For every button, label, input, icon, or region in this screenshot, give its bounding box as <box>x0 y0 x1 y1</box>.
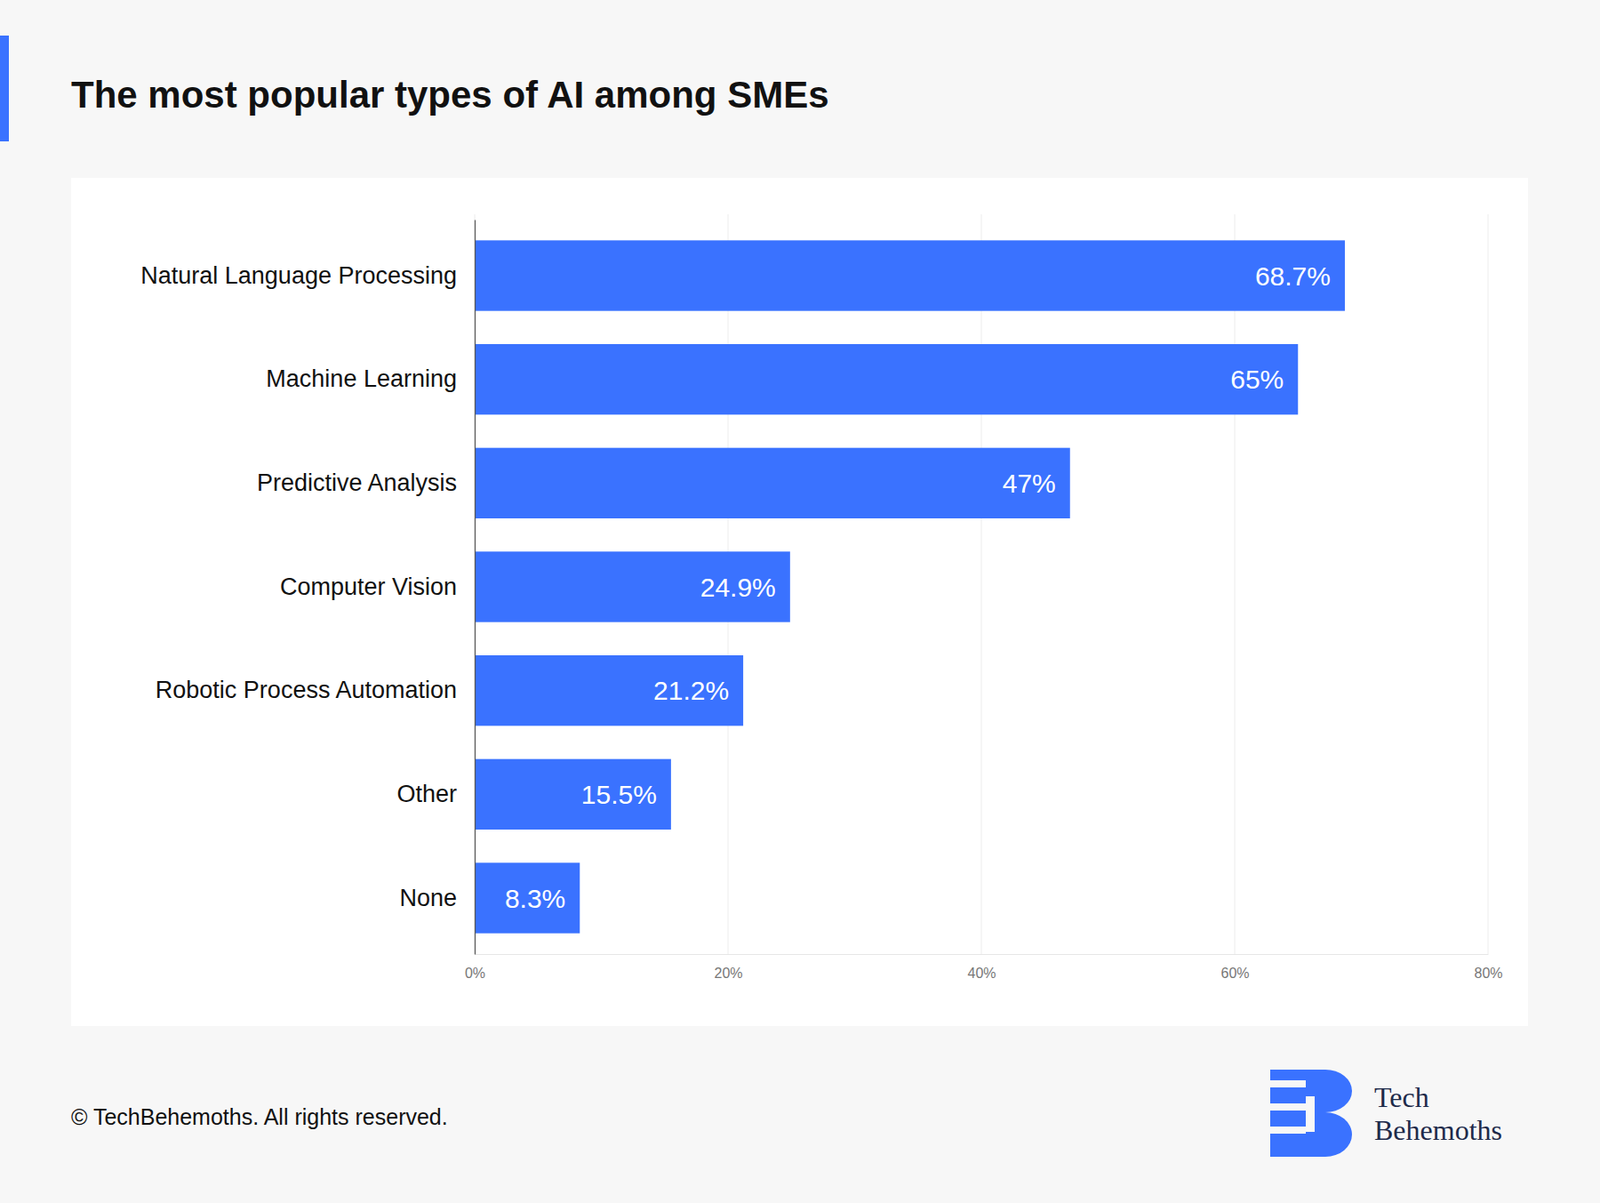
data-labels: 68.7% 65% 47% 24.9% 21.2% 15.5% 8.3% <box>504 261 1331 913</box>
brand-text: Behemoths <box>1374 1113 1503 1146</box>
x-tick: 0% <box>464 953 486 981</box>
y-tick-label: Machine Learning <box>265 365 457 392</box>
logo-stripe <box>1270 1126 1306 1134</box>
y-tick: Predictive Analysis <box>256 469 475 496</box>
logo-shape <box>1270 1069 1352 1157</box>
bar <box>474 759 672 830</box>
data-label: 15.5% <box>581 779 657 809</box>
y-tick: None <box>399 884 475 912</box>
data-label: 68.7% <box>1255 261 1331 291</box>
y-tick-label: Robotic Process Automation <box>155 676 457 704</box>
grid-line <box>474 214 476 954</box>
bars <box>474 240 1345 933</box>
y-tick: Other <box>396 780 475 808</box>
accent-bar <box>0 35 9 142</box>
bar <box>474 655 744 726</box>
grid-line <box>1234 214 1236 954</box>
data-label: 24.9% <box>700 572 776 602</box>
x-tick: 80% <box>1473 953 1503 981</box>
background <box>0 0 1600 1203</box>
x-tick-label: 40% <box>967 965 996 981</box>
bar <box>474 551 791 622</box>
y-tick-label: Computer Vision <box>280 573 457 600</box>
bar <box>474 344 1298 415</box>
logo-stripe <box>1270 1103 1306 1111</box>
grid <box>474 214 1488 954</box>
y-tick: Robotic Process Automation <box>155 676 475 704</box>
x-tick-label: 0% <box>464 965 486 981</box>
grid-line <box>1488 214 1489 954</box>
x-axis-line <box>475 953 1489 955</box>
bar <box>474 240 1345 311</box>
x-tick-label: 20% <box>713 965 743 981</box>
y-tick: Natural Language Processing <box>140 262 475 289</box>
brand-text: Tech <box>1374 1080 1430 1113</box>
x-tick: 20% <box>713 953 743 981</box>
x-tick: 60% <box>1220 953 1249 981</box>
y-axis-line <box>474 220 476 955</box>
x-tick-label: 80% <box>1473 965 1503 981</box>
bar <box>474 448 1071 519</box>
y-tick: Computer Vision <box>280 573 475 600</box>
x-tick: 40% <box>967 953 996 981</box>
y-tick-label: Other <box>396 780 457 808</box>
data-label: 8.3% <box>504 883 566 913</box>
panel <box>71 177 1528 1026</box>
data-label: 21.2% <box>653 675 729 705</box>
data-label: 65% <box>1230 364 1284 394</box>
grid-line <box>981 214 983 954</box>
logo <box>1270 1069 1352 1157</box>
y-tick: Machine Learning <box>265 365 475 392</box>
x-axis: 0% 20% 40% 60% 80% <box>464 953 1504 981</box>
chart: The most popular types of AI among SMEs 0… <box>0 0 1600 1203</box>
y-axis: Natural Language Processing Machine Learn… <box>140 220 475 955</box>
data-label: 47% <box>1002 468 1056 498</box>
y-tick-label: Natural Language Processing <box>140 262 457 289</box>
x-tick-label: 60% <box>1220 965 1249 981</box>
bar <box>474 862 580 933</box>
logo-stripe <box>1305 1096 1315 1132</box>
logo-stripe <box>1270 1080 1306 1088</box>
title: The most popular types of AI among SMEs <box>71 73 830 116</box>
footer: © TechBehemoths. All rights reserved. <box>71 1104 448 1129</box>
y-tick-label: Predictive Analysis <box>256 469 457 496</box>
y-tick-label: None <box>399 884 457 912</box>
